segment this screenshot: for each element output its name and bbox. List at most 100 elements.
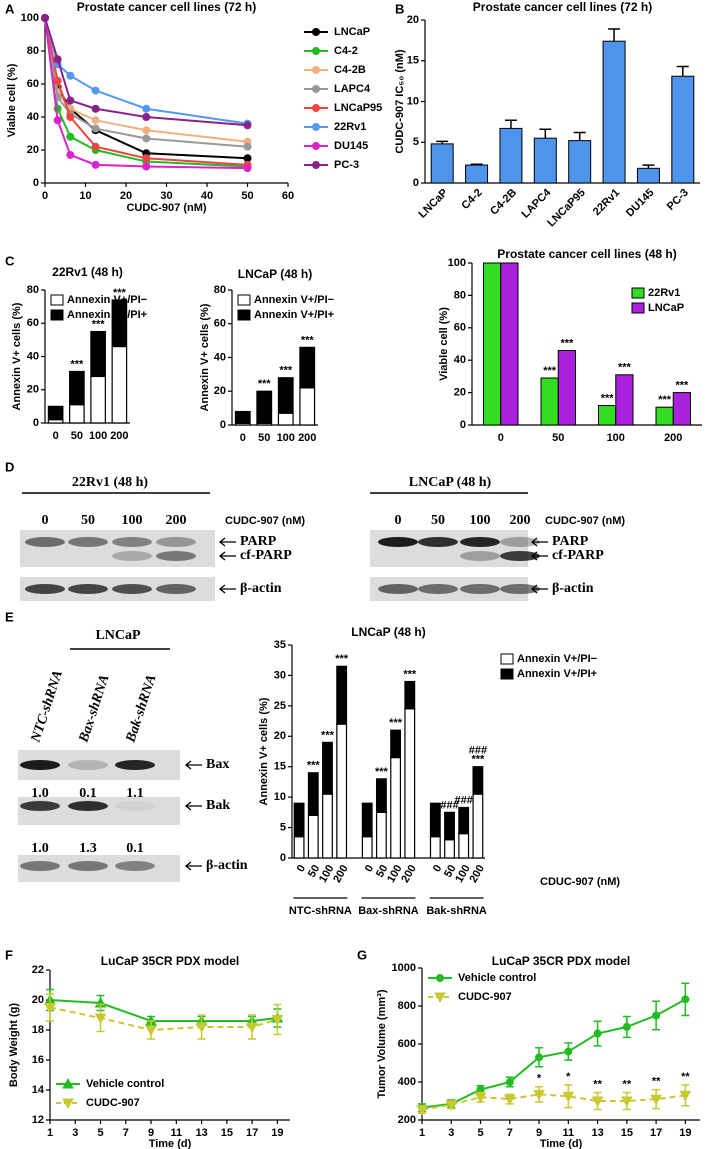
bar-segment [90, 330, 106, 378]
point [53, 116, 62, 125]
blot-band [112, 584, 152, 594]
bar-segment [458, 833, 470, 859]
x-tick-label: 40 [201, 190, 213, 202]
y-tick-label: 200 [398, 1114, 416, 1126]
lane-label: 200 [510, 513, 531, 528]
annotation: ### [455, 794, 473, 806]
point [41, 14, 49, 22]
annotation: * [566, 1071, 571, 1083]
x-tick-label: 17 [246, 1127, 258, 1139]
annotation: *** [321, 729, 335, 741]
panel-label: G [357, 947, 367, 962]
line [421, 1093, 686, 1111]
legend-marker [312, 123, 320, 131]
blot-band [68, 801, 108, 811]
x-tick-label: 0 [431, 863, 444, 874]
lane-label: 100 [122, 513, 143, 528]
arrow [530, 584, 548, 594]
y-tick-label: 1000 [392, 962, 416, 974]
blot-background [370, 530, 528, 567]
bar-segment [299, 387, 316, 426]
point [535, 1053, 544, 1062]
annotation: ** [681, 1071, 690, 1083]
arrow [530, 537, 548, 547]
blot-band [25, 537, 65, 547]
chart-title: LuCaP 35CR PDX model [101, 954, 239, 968]
bar-segment [390, 729, 402, 759]
bar-segment [322, 793, 333, 859]
point [246, 1022, 258, 1034]
y-tick-label: 10 [274, 791, 286, 803]
chart-title: 22Rv1 (48 h) [52, 265, 123, 279]
legend-marker [312, 142, 320, 150]
chart-title: LNCaP (48 h) [238, 267, 312, 281]
x-tick-label: 100 [607, 432, 625, 444]
x-tick-label: 50 [374, 863, 391, 880]
y-axis-label: Annexin V+ cells (%) [11, 302, 23, 410]
blot-title: LNCaP [95, 628, 141, 643]
x-tick-label: 19 [271, 1127, 283, 1139]
y-tick-label: 60 [454, 322, 466, 334]
blot-band [460, 551, 500, 561]
point [681, 995, 690, 1004]
x-tick-label: LNCaP95 [545, 187, 588, 230]
chart-title: Prostate cancer cell lines (48 h) [497, 247, 676, 261]
y-tick-label: 80 [27, 284, 39, 296]
y-tick-label: 0 [220, 419, 226, 431]
point [66, 71, 75, 80]
bar-segment [322, 741, 333, 795]
x-tick-label: 15 [621, 1127, 633, 1139]
y-tick-label: 22 [32, 964, 44, 976]
x-tick-label: 0 [363, 863, 376, 874]
point [142, 126, 151, 135]
annotation: *** [113, 287, 127, 299]
annotation: *** [618, 362, 632, 374]
legend-marker [312, 85, 320, 93]
x-tick-label: 100 [277, 432, 295, 444]
x-tick-label: 7 [507, 1127, 513, 1139]
line [44, 17, 248, 127]
legend-label: Annexin V+/PI− [517, 653, 597, 665]
legend-label: Vehicle control [86, 1078, 164, 1090]
annotation: ** [652, 1076, 661, 1088]
y-tick-label: 40 [27, 350, 39, 362]
x-tick-label: DU145 [624, 187, 657, 220]
panel-label: A [5, 1, 15, 16]
point [142, 113, 151, 121]
annotation: *** [335, 653, 349, 665]
bar [465, 164, 489, 184]
lane-label: Bax-shRNA [76, 673, 112, 745]
y-tick-label: 5 [280, 821, 286, 833]
point [53, 55, 62, 64]
blot-band [112, 537, 152, 547]
x-tick-label: 0 [498, 432, 504, 444]
bar-segment [444, 811, 455, 841]
blot-band [68, 760, 108, 770]
line [44, 17, 248, 166]
bar [636, 167, 660, 184]
point [91, 142, 100, 151]
x-tick-label: 13 [195, 1127, 207, 1139]
y-axis-label: Viable cell (%) [6, 63, 18, 137]
point [66, 113, 75, 121]
x-tick-label: 0 [53, 430, 59, 442]
x-tick-label: 200 [467, 863, 487, 885]
bar-segment [336, 723, 348, 859]
bar [557, 349, 576, 426]
bar [540, 377, 559, 426]
bar-segment [256, 390, 273, 424]
x-tick-label: 50 [71, 430, 83, 442]
point [44, 1003, 56, 1014]
point [679, 1090, 692, 1102]
legend-label: Annexin V+/PI+ [67, 309, 147, 321]
blot-band [460, 537, 500, 547]
x-tick-label: 7 [123, 1127, 129, 1139]
legend-label: LNCaP95 [334, 102, 382, 114]
chart-title: Prostate cancer cell lines (72 h) [77, 0, 256, 14]
point [562, 1091, 575, 1103]
x-tick-label: 200 [331, 863, 351, 885]
y-tick-label: 800 [398, 1000, 416, 1012]
band-label: β-actin [206, 858, 248, 873]
error-bar [539, 128, 552, 139]
bar-segment [429, 836, 441, 859]
